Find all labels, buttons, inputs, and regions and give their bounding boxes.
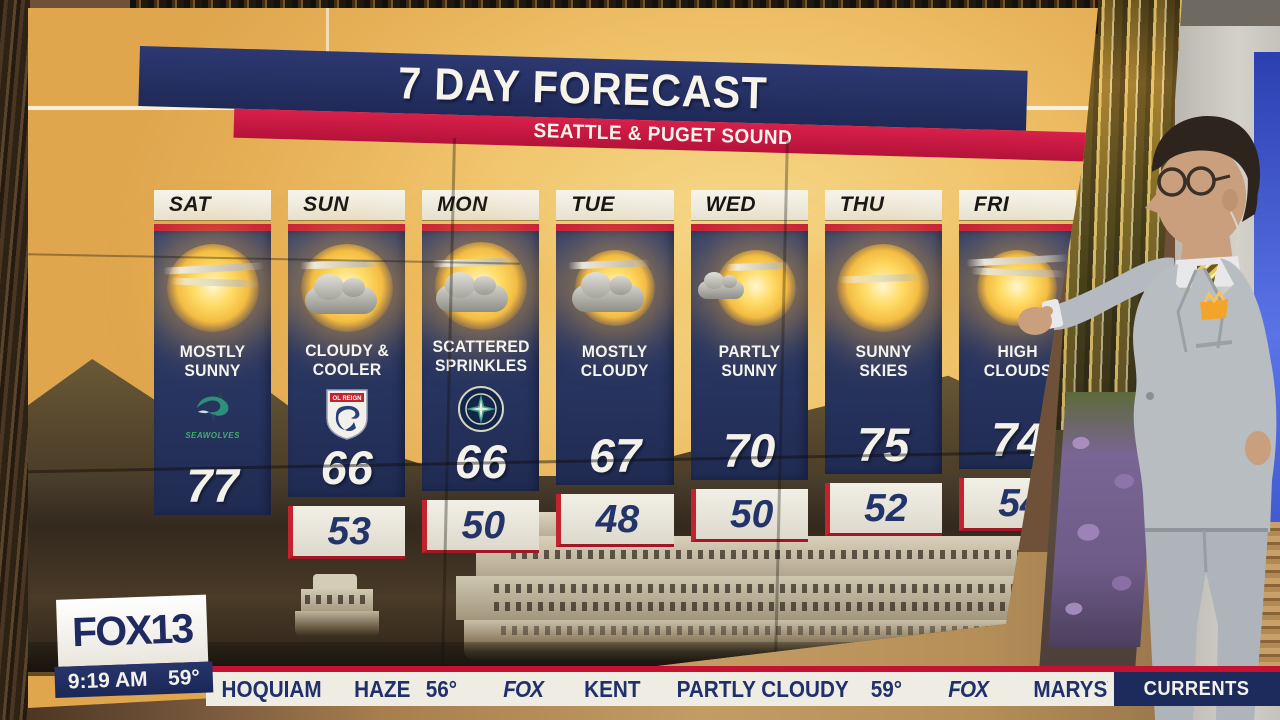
- time-temp-bug: 9:19 AM 59°: [54, 661, 214, 698]
- ticker-condition: HAZE: [354, 675, 411, 702]
- currents-label: CURRENTS: [1144, 677, 1250, 700]
- page-subtitle: SEATTLE & PUGET SOUND: [533, 120, 793, 150]
- sun-behind-cloud-icon: [422, 235, 539, 332]
- sun-icon: [825, 235, 942, 337]
- title-banner: 7 DAY FORECAST SEATTLE & PUGET SOUND: [137, 46, 1098, 173]
- condition-text: PARTLY SUNNY: [718, 343, 781, 380]
- accent-stripe: [288, 224, 406, 231]
- ticker-city: HOQUIAM: [221, 675, 322, 702]
- high-temp: 77: [186, 459, 239, 512]
- svg-text:OL REIGN: OL REIGN: [332, 396, 361, 402]
- accent-stripe: [690, 224, 808, 231]
- ticker-city: MARYSVILLE: [1033, 675, 1108, 702]
- high-temp: 67: [588, 429, 642, 482]
- current-temp: 59°: [167, 665, 201, 690]
- condition-text: CLOUDY & COOLER: [304, 342, 389, 379]
- ticker-city: KENT: [583, 675, 641, 702]
- small-ferry-graphic: [295, 574, 381, 658]
- mariners-logo: [457, 381, 505, 438]
- page-title: 7 DAY FORECAST: [397, 57, 769, 119]
- low-temp: 48: [595, 497, 640, 541]
- forecast-column-thu: THU SUNNY SKIES 75 52: [824, 190, 942, 559]
- low-temp-box: 52: [824, 483, 942, 536]
- day-label: MON: [422, 190, 540, 220]
- current-time: 9:19 AM: [67, 667, 148, 693]
- low-temp-box: 53: [288, 506, 406, 559]
- sun-small-cloud-icon: [691, 235, 808, 337]
- low-temp-box: 50: [690, 489, 808, 542]
- ticker-condition: PARTLY CLOUDY: [677, 675, 850, 702]
- weather-ticker: HOQUIAM HAZE 56° FOX KENT PARTLY CLOUDY …: [0, 666, 1280, 720]
- accent-stripe: [958, 224, 1076, 231]
- day-label: FRI: [958, 190, 1076, 220]
- seawolves-logo: SEAWOLVES: [185, 386, 240, 446]
- low-temp: 52: [864, 486, 908, 530]
- fox13-logo: FOX13: [55, 594, 209, 667]
- condition-text: SCATTERED SPRINKLES: [432, 338, 530, 376]
- ticker-accent-line: [206, 666, 1280, 672]
- accent-stripe: [824, 224, 942, 231]
- ticker-temp: 56°: [425, 675, 457, 702]
- ticker-band: HOQUIAM HAZE 56° FOX KENT PARTLY CLOUDY …: [206, 672, 1108, 706]
- ol-reign-logo: OL REIGN: [325, 385, 369, 444]
- forecast-columns: SAT MOSTLY SUNNY: [154, 190, 1076, 559]
- low-temp: 50: [729, 492, 774, 536]
- day-label: WED: [690, 190, 808, 220]
- condition-text: SUNNY SKIES: [855, 343, 912, 380]
- condition-text: MOSTLY SUNNY: [179, 343, 246, 380]
- fox-logo: FOX: [502, 675, 544, 702]
- sun-behind-cloud-icon: [556, 235, 673, 337]
- forecast-column-sat: SAT MOSTLY SUNNY: [154, 190, 272, 559]
- high-temp: 75: [857, 418, 910, 471]
- sun-with-wisps-icon: [154, 235, 271, 337]
- forecast-column-mon: MON SCATTERED SPRINKLES: [422, 190, 540, 559]
- condition-text: HIGH CLOUDS: [983, 343, 1052, 380]
- low-temp: 53: [327, 509, 371, 553]
- day-label: THU: [824, 190, 942, 220]
- low-temp-box: 50: [422, 500, 540, 553]
- weather-presenter: [1018, 116, 1277, 720]
- high-temp: 66: [320, 441, 373, 494]
- day-label: TUE: [556, 190, 674, 220]
- accent-stripe: [154, 224, 272, 231]
- condition-text: MOSTLY CLOUDY: [581, 343, 649, 380]
- high-temp: 66: [454, 435, 507, 488]
- sun-behind-cloud-icon: [288, 235, 405, 336]
- forecast-column-sun: SUN CLOUDY & COOLER OL REIGN: [288, 190, 406, 559]
- day-label: SAT: [154, 190, 272, 220]
- low-temp-box: 48: [556, 494, 674, 547]
- forecast-column-tue: TUE MOSTLY CLOUDY 67 48: [556, 190, 674, 559]
- high-temp: 70: [722, 424, 776, 477]
- accent-stripe: [422, 224, 540, 231]
- fox-logo: FOX: [947, 675, 989, 702]
- accent-stripe: [556, 224, 674, 231]
- forecast-column-wed: WED PARTLY SUNNY 70 50: [690, 190, 808, 559]
- fox13-logo-text: FOX13: [71, 605, 193, 656]
- currents-tab: CURRENTS: [1108, 672, 1280, 706]
- set-wood-edge: [0, 0, 30, 720]
- seawolves-label: SEAWOLVES: [185, 430, 240, 440]
- day-label: SUN: [288, 190, 406, 220]
- low-temp: 50: [461, 503, 506, 547]
- ticker-temp: 59°: [870, 675, 902, 702]
